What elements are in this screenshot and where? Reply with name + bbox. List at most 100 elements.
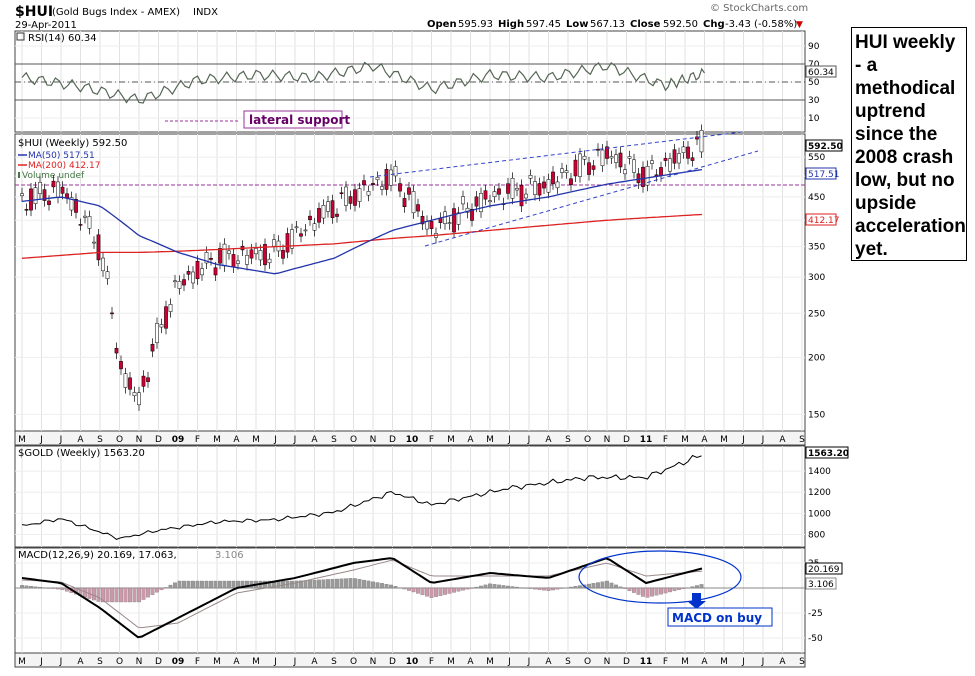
x-axis-tick-label: N xyxy=(604,657,611,667)
x-axis-tick-label: M xyxy=(720,657,728,667)
macd-hist-tag xyxy=(805,577,837,590)
candle-body xyxy=(38,182,42,194)
x-axis-tick-label: A xyxy=(467,657,474,667)
candle-body xyxy=(569,178,573,186)
x-axis-tick-label: J xyxy=(273,435,277,445)
macd-hist-bar xyxy=(159,587,164,591)
candle-body xyxy=(461,196,465,205)
x-axis-tick-label: M xyxy=(252,435,260,445)
candle-body xyxy=(609,156,614,159)
candle-body xyxy=(168,304,173,312)
macd-hist-bar xyxy=(218,580,222,589)
candle-body xyxy=(65,193,69,199)
macd-hist-bar xyxy=(96,587,101,602)
open-label: Open xyxy=(427,19,457,30)
symbol-exchange: INDX xyxy=(193,7,218,18)
candle-body xyxy=(344,186,348,206)
macd-hist-bar xyxy=(434,587,438,597)
chart-date: 29-Apr-2011 xyxy=(15,20,77,31)
x-axis-tick-label: A xyxy=(311,657,318,667)
macd-hist-bar xyxy=(119,587,123,603)
x-axis-tick-label: S xyxy=(331,435,337,445)
macd-buy-box xyxy=(667,607,773,627)
macd-hist-bar xyxy=(555,587,560,590)
candle-body xyxy=(632,159,636,173)
candle-body xyxy=(330,200,335,218)
candle-body xyxy=(87,216,92,229)
macd-hist-bar xyxy=(632,587,636,593)
macd-hist-bar xyxy=(546,587,551,591)
candle-body xyxy=(596,148,600,151)
candle-body xyxy=(641,166,645,187)
candle-body xyxy=(285,233,290,253)
last-price-tag xyxy=(805,139,843,152)
x-axis-tick-label: N xyxy=(136,435,143,445)
macd-hist-bar xyxy=(605,580,609,589)
x-axis-tick-label: D xyxy=(623,657,630,667)
x-axis-band-bottom xyxy=(14,652,806,668)
candle-body xyxy=(492,191,497,198)
x-axis-tick-label: M xyxy=(681,435,689,445)
candle-body xyxy=(582,155,587,160)
candle-body xyxy=(542,181,546,189)
gold-y-axis: 1400 1200 1000 800 xyxy=(808,467,831,540)
macd-hist-bar xyxy=(357,579,362,589)
x-axis-tick-label: N xyxy=(370,657,377,667)
macd-hist-bar xyxy=(587,583,591,589)
x-axis-labels-bottom: M J J A S O N D 09 F M A M J J A S O N D 10 F M A M J J A S O N D 11 F M A M… xyxy=(18,657,805,667)
candle-body xyxy=(362,180,366,186)
macd-hist-bar xyxy=(227,580,231,589)
macd-hist-bar xyxy=(564,587,569,589)
candle-body xyxy=(303,229,308,232)
candle-body xyxy=(222,243,227,267)
macd-hist-bar xyxy=(668,587,672,593)
stock-chart: $HUI (Gold Bugs Index - AMEX) INDX 29-Ap… xyxy=(14,3,849,668)
x-axis-tick-label: J xyxy=(273,657,277,667)
candle-body xyxy=(452,208,456,233)
x-axis-labels-top: M J J A S O N D 09 F M A M J J A S O N D 10 F M A M J J A S O N D 11 F M A M… xyxy=(18,435,805,445)
macd-hist-bar xyxy=(573,586,578,589)
price-tick-label: 200 xyxy=(808,353,825,363)
macd-hist-bar xyxy=(663,587,668,594)
macd-hist-bar xyxy=(470,587,474,589)
x-axis-tick-label: A xyxy=(701,435,708,445)
macd-hist-bar xyxy=(650,587,654,597)
candle-body xyxy=(425,220,429,230)
panel-settings-icon[interactable] xyxy=(16,32,25,41)
macd-hist-bar xyxy=(672,587,677,592)
candle-body xyxy=(537,183,542,196)
macd-hist-bar xyxy=(443,587,447,595)
macd-hist-bar xyxy=(294,580,299,589)
rsi-series-line xyxy=(21,61,705,104)
price-tick-label: 350 xyxy=(808,243,825,253)
x-axis-tick-label: J xyxy=(527,657,531,667)
macd-hist-bar xyxy=(290,580,294,589)
candle-body xyxy=(357,188,362,202)
x-axis-tick-label: A xyxy=(779,435,786,445)
x-axis-tick-label: 11 xyxy=(640,435,653,445)
macd-hist-bar xyxy=(209,580,213,589)
x-axis-tick-label: A xyxy=(779,657,786,667)
candle-body xyxy=(681,146,686,153)
x-axis-tick-label: O xyxy=(350,657,357,667)
macd-hist-bar xyxy=(497,584,501,589)
x-axis-tick-label: S xyxy=(565,435,571,445)
candle-body xyxy=(164,306,168,329)
candle-body xyxy=(177,281,182,289)
candle-body xyxy=(195,260,200,280)
candle-body xyxy=(389,169,393,186)
macd-hist-bar xyxy=(29,586,33,589)
macd-hist-bar xyxy=(105,587,110,603)
candle-body xyxy=(51,180,56,188)
candle-body xyxy=(551,171,555,185)
gold-last-tag xyxy=(805,446,849,459)
x-axis-tick-label: D xyxy=(155,435,162,445)
x-axis-tick-label: J xyxy=(39,435,43,445)
open-value: 595.93 xyxy=(458,19,493,30)
x-axis-tick-label: M xyxy=(18,657,26,667)
gold-tick-label: 1400 xyxy=(808,467,831,477)
macd-hist-bar xyxy=(186,580,191,589)
candle-body xyxy=(380,186,384,190)
candle-body xyxy=(218,248,222,264)
x-axis-tick-label: O xyxy=(584,657,591,667)
